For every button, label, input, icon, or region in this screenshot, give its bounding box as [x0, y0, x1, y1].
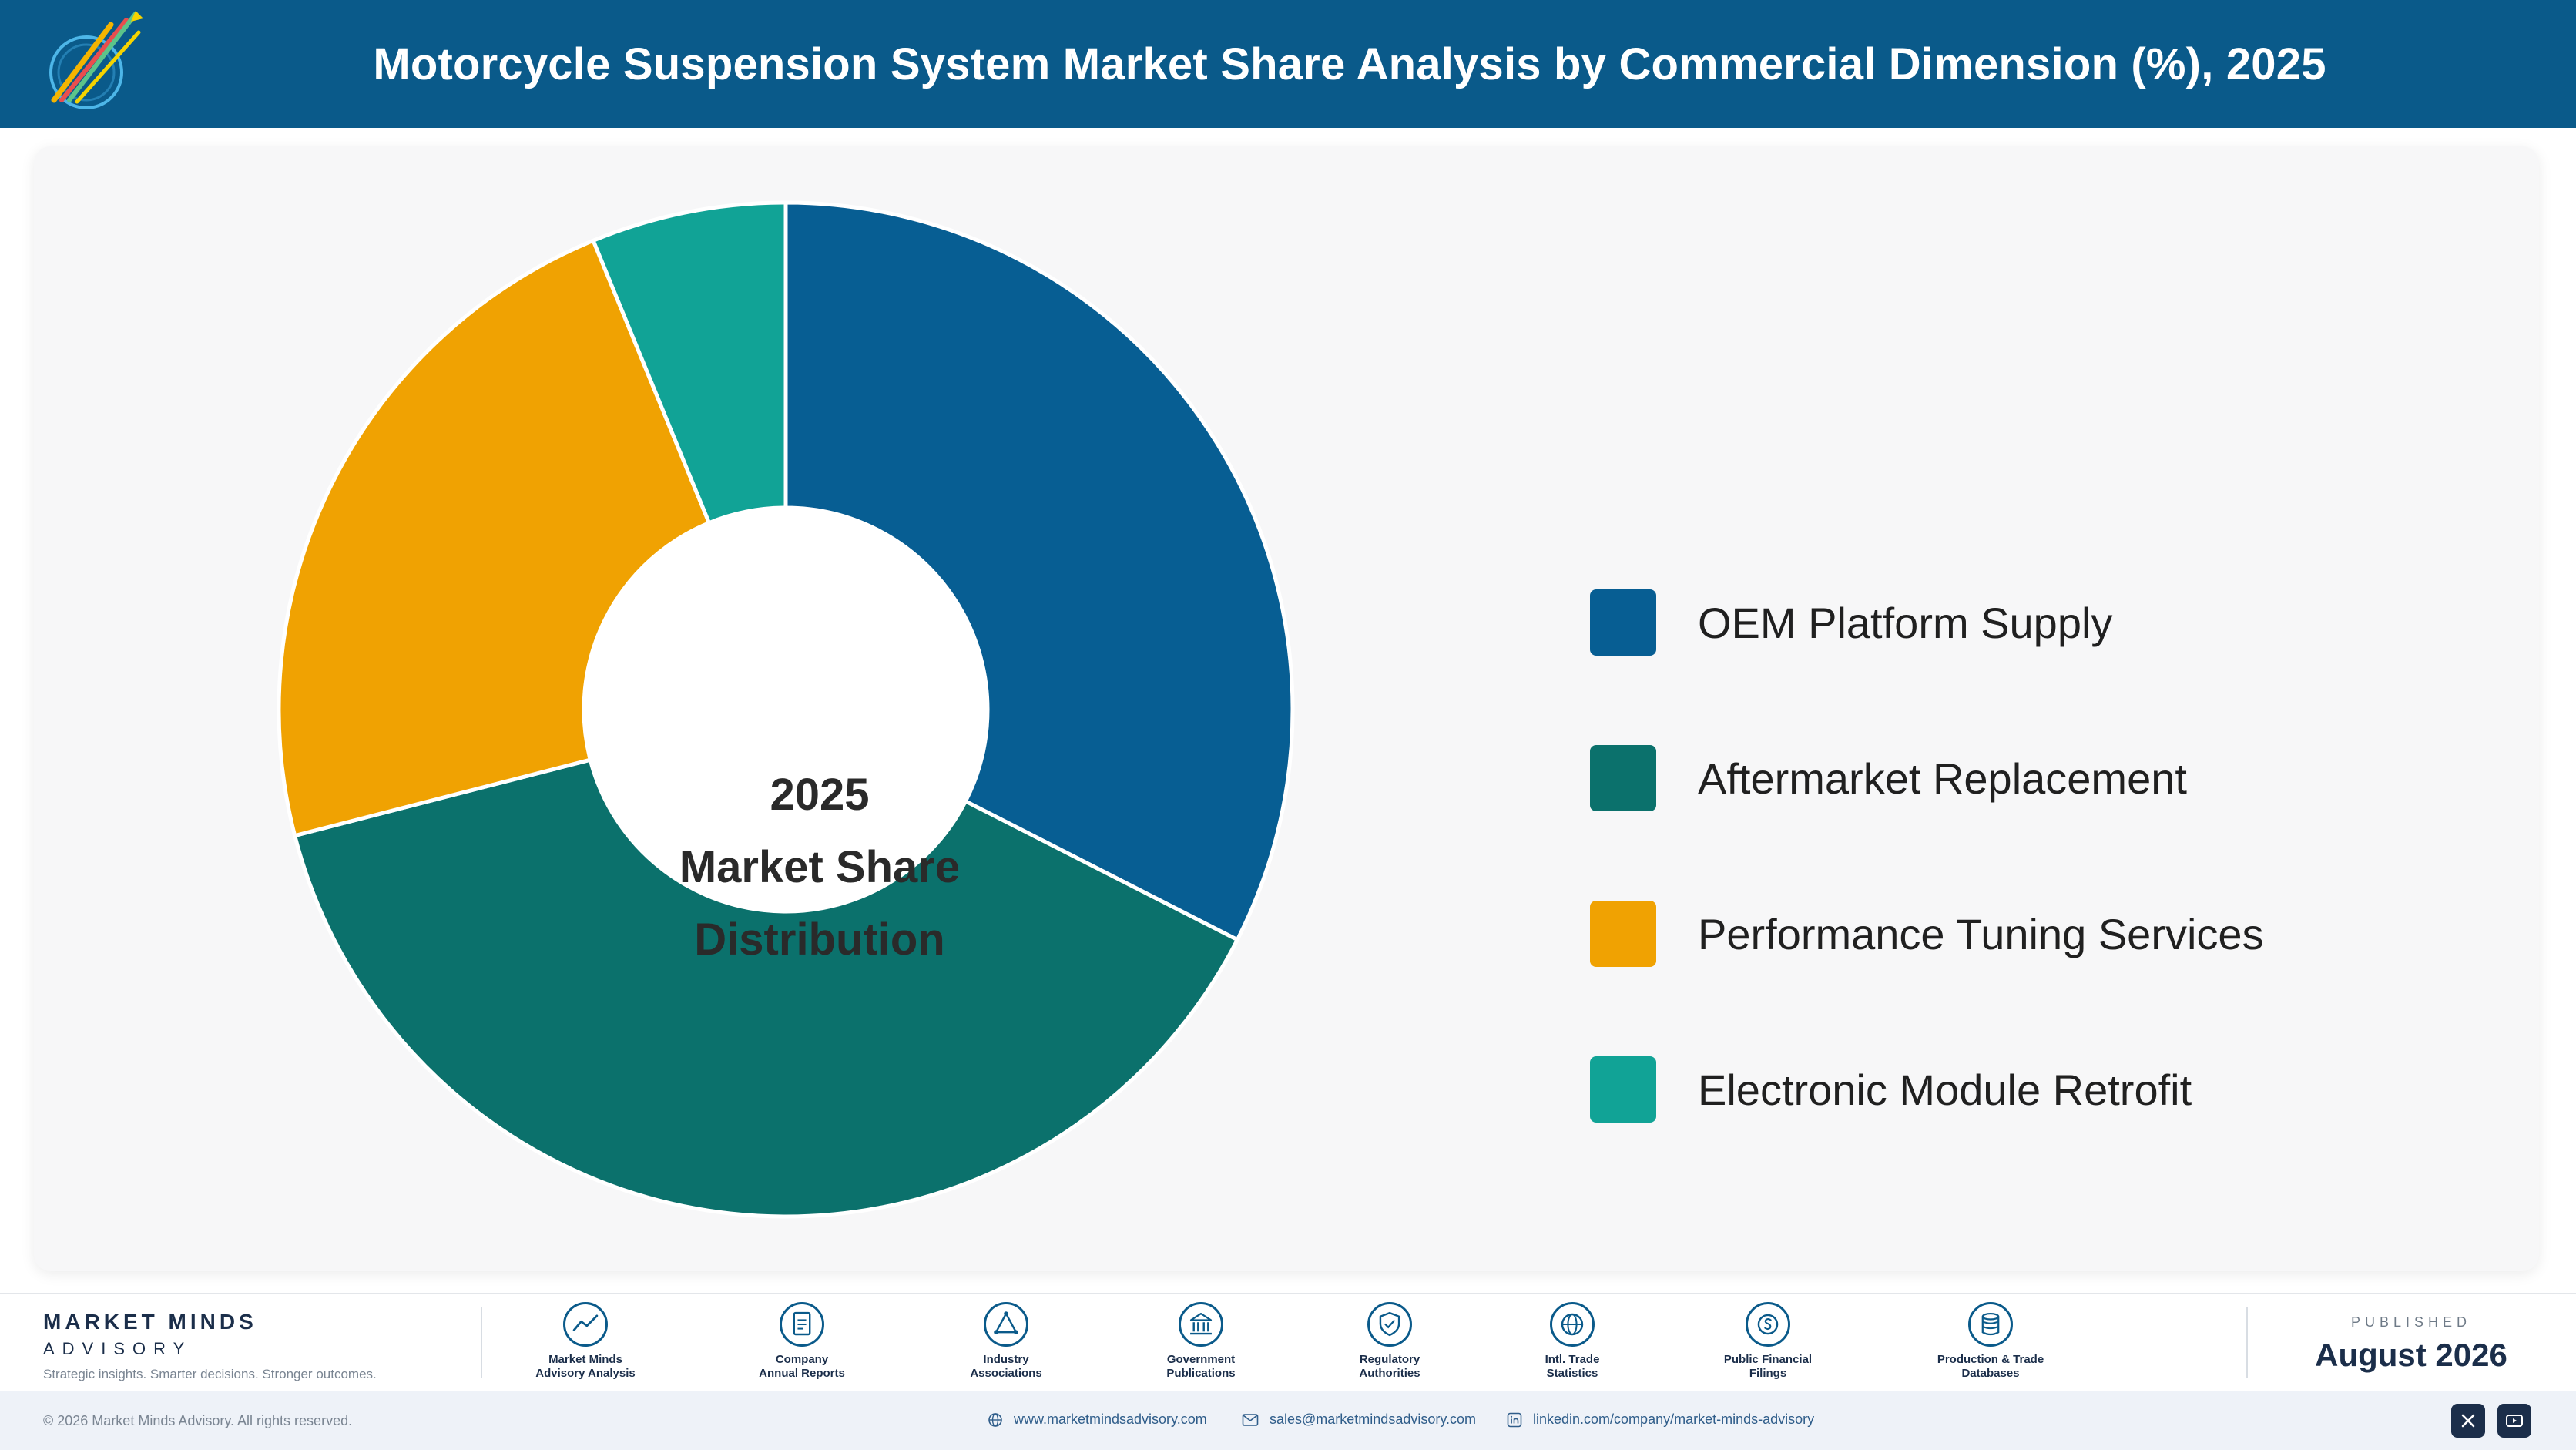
source-label-line2: Advisory Analysis: [535, 1367, 636, 1380]
legend-swatch: [1590, 745, 1656, 811]
footer-brand: MARKET MINDS ADVISORY Strategic insights…: [43, 1310, 377, 1382]
linkedin-text: linkedin.com/company/market-minds-adviso…: [1533, 1411, 1815, 1427]
network-icon: [984, 1302, 1028, 1347]
donut-center-label: 2025 Market Share Distribution: [619, 759, 1020, 976]
source-item: Industry Associations: [921, 1302, 1091, 1381]
database-icon: [1968, 1302, 2013, 1347]
legend-item: Aftermarket Replacement: [1590, 745, 2187, 811]
source-label-line1: Public Financial: [1723, 1353, 1813, 1366]
legend-label: OEM Platform Supply: [1698, 598, 2113, 647]
chart-card: 2025 Market Share Distribution OEM Platf…: [34, 146, 2539, 1271]
legend-label: Electronic Module Retrofit: [1698, 1065, 2192, 1114]
center-label-year: 2025: [770, 770, 870, 820]
shield-icon: [1367, 1302, 1412, 1347]
source-label: Intl. Trade Statistics: [1488, 1353, 1657, 1381]
source-item: Government Publications: [1116, 1302, 1286, 1381]
email-text: sales@marketmindsadvisory.com: [1270, 1411, 1477, 1427]
center-label-line3: Distribution: [694, 915, 945, 965]
footer-band: [0, 1293, 2576, 1390]
mail-icon: [1242, 1413, 1259, 1426]
copyright-text: © 2026 Market Minds Advisory. All rights…: [43, 1413, 353, 1428]
header-bar: Motorcycle Suspension System Market Shar…: [0, 0, 2576, 128]
x-social-button[interactable]: [2451, 1404, 2485, 1438]
source-item: Production & Trade Databases: [1906, 1302, 2075, 1381]
published-block: PUBLISHED August 2026: [2288, 1314, 2534, 1374]
brand-tagline: Strategic insights. Smarter decisions. S…: [43, 1367, 377, 1381]
center-label-line2: Market Share: [679, 842, 961, 892]
source-item: Market Minds Advisory Analysis: [501, 1302, 670, 1381]
source-label-line1: Market Minds: [548, 1353, 622, 1366]
legend-label: Aftermarket Replacement: [1698, 754, 2187, 803]
source-label-line2: Authorities: [1359, 1367, 1420, 1380]
source-label: Industry Associations: [921, 1353, 1091, 1381]
source-item: Intl. Trade Statistics: [1488, 1302, 1657, 1381]
email-link[interactable]: sales@marketmindsadvisory.com: [1242, 1411, 1476, 1428]
coin-icon: [1746, 1302, 1790, 1347]
brand-name: MARKET MINDS: [43, 1310, 257, 1334]
source-label-line2: Annual Reports: [759, 1367, 845, 1380]
source-label: Public Financial Filings: [1683, 1353, 1853, 1381]
youtube-social-button[interactable]: [2497, 1404, 2531, 1438]
source-item: Public Financial Filings: [1683, 1302, 1853, 1381]
source-label-line2: Databases: [1961, 1367, 2020, 1380]
source-label-line2: Associations: [970, 1367, 1042, 1380]
source-item: Regulatory Authorities: [1305, 1302, 1474, 1381]
legend-swatch: [1590, 901, 1656, 967]
page-title: Motorcycle Suspension System Market Shar…: [373, 39, 2326, 89]
globe-icon: [988, 1412, 1002, 1427]
bottom-bar: [0, 1391, 2576, 1450]
globe-icon: [1550, 1302, 1595, 1347]
data-sources-row: Market Minds Advisory Analysis Company Annu…: [535, 1302, 2257, 1387]
published-date: August 2026: [2315, 1337, 2507, 1373]
linkedin-link[interactable]: linkedin.com/company/market-minds-adviso…: [1507, 1411, 1814, 1428]
source-label: Company Annual Reports: [717, 1353, 887, 1381]
legend-item: Performance Tuning Services: [1590, 901, 2264, 967]
source-label-line1: Industry: [983, 1353, 1029, 1366]
source-label-line1: Regulatory: [1359, 1353, 1420, 1366]
youtube-icon: [2506, 1415, 2523, 1427]
building-icon: [1179, 1302, 1223, 1347]
legend-item: OEM Platform Supply: [1590, 589, 2112, 656]
website-link[interactable]: www.marketmindsadvisory.com: [988, 1411, 1207, 1428]
source-label-line2: Publications: [1166, 1367, 1236, 1380]
brand-subtitle: ADVISORY: [43, 1339, 193, 1358]
source-item: Company Annual Reports: [717, 1302, 887, 1381]
source-label-line1: Intl. Trade: [1545, 1353, 1600, 1366]
source-label: Government Publications: [1116, 1353, 1286, 1381]
legend-swatch: [1590, 1056, 1656, 1123]
document-icon: [780, 1302, 824, 1347]
source-label-line1: Production & Trade: [1937, 1353, 2044, 1366]
x-logo-icon: [2461, 1414, 2475, 1428]
source-label: Market Minds Advisory Analysis: [501, 1353, 670, 1381]
source-label-line1: Company: [775, 1353, 829, 1366]
legend-label: Performance Tuning Services: [1698, 909, 2264, 958]
source-label-line1: Government: [1166, 1353, 1236, 1366]
source-label-line2: Statistics: [1546, 1367, 1598, 1380]
legend-item: Electronic Module Retrofit: [1590, 1056, 2192, 1123]
source-label-line2: Filings: [1749, 1367, 1787, 1380]
published-label: PUBLISHED: [2350, 1314, 2472, 1330]
chart-line-icon: [563, 1302, 608, 1347]
footer-divider-right: [2246, 1307, 2248, 1378]
source-label: Regulatory Authorities: [1305, 1353, 1474, 1381]
linkedin-icon: [1507, 1412, 1522, 1427]
source-label: Production & Trade Databases: [1906, 1353, 2075, 1381]
donut-hole: [584, 508, 988, 911]
brand-logo-icon: [49, 11, 143, 109]
legend-swatch: [1590, 589, 1656, 656]
donut-chart: [277, 200, 1295, 1219]
footer-divider-left: [481, 1307, 482, 1378]
website-text: www.marketmindsadvisory.com: [1014, 1411, 1207, 1427]
